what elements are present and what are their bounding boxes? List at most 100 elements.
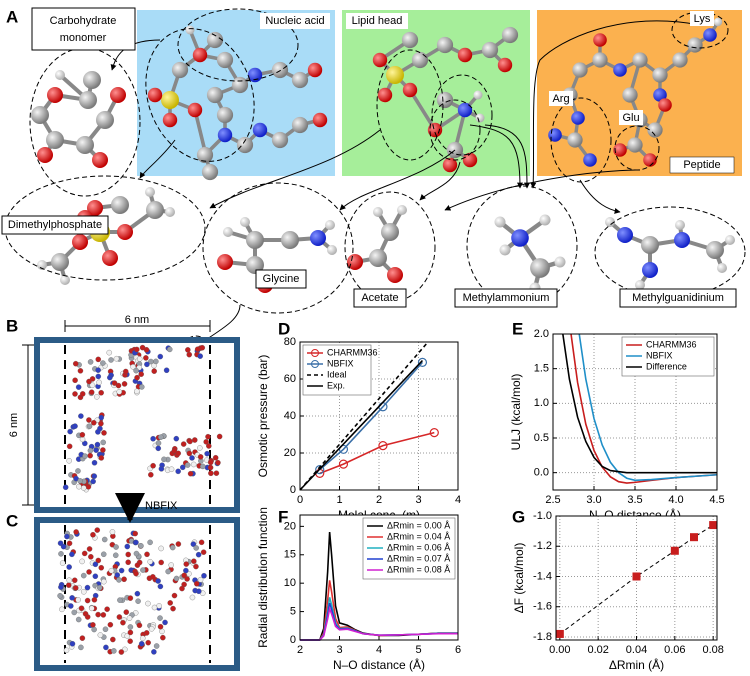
sim-atom <box>79 391 86 397</box>
legend-marker <box>311 349 319 357</box>
marker <box>429 428 439 438</box>
atom <box>55 70 65 80</box>
sim-atom <box>212 454 219 461</box>
y-tick-label: -1.4 <box>533 570 552 582</box>
marker <box>378 441 388 451</box>
atom <box>674 232 690 248</box>
sim-atom <box>95 373 102 380</box>
sim-atom <box>213 470 220 476</box>
dimension-label: 6 nm <box>125 314 149 326</box>
x-tick-label: 2 <box>297 644 303 656</box>
x-tick-label: 3 <box>415 494 421 506</box>
molecule-label: Methylguanidinium <box>632 292 724 304</box>
atom <box>647 122 663 138</box>
series-line <box>300 605 458 641</box>
sim-atom <box>140 635 146 641</box>
sim-atom <box>127 624 134 630</box>
sim-atom <box>136 356 143 362</box>
sim-atom <box>104 606 110 612</box>
sim-atom <box>91 460 98 466</box>
atom <box>372 52 388 68</box>
series-line <box>299 343 428 491</box>
sim-atom <box>86 417 92 423</box>
atom <box>641 236 659 254</box>
atom <box>652 67 668 83</box>
sim-atom <box>133 570 139 577</box>
x-tick-label: 3.0 <box>586 494 601 506</box>
atom <box>592 52 608 68</box>
sim-atom <box>73 529 79 535</box>
residue-label: Arg <box>552 93 569 105</box>
sim-atom <box>153 358 159 365</box>
atom <box>102 250 118 266</box>
atom <box>675 220 685 230</box>
label-box <box>1 215 109 235</box>
sim-atom <box>151 604 158 611</box>
sim-atom <box>197 576 204 583</box>
sim-atom <box>173 435 180 442</box>
sim-atom <box>94 527 101 533</box>
atom <box>386 66 404 84</box>
legend-label: CHARMM36 <box>646 339 697 349</box>
atom <box>247 67 263 83</box>
sim-atom <box>62 484 69 491</box>
sim-atom <box>190 541 197 547</box>
x-tick-label: 0.00 <box>549 644 570 656</box>
sim-atom <box>88 389 95 395</box>
sim-atom <box>69 595 75 601</box>
atom <box>442 157 458 173</box>
sim-atom <box>158 434 164 440</box>
legend-label: Difference <box>646 361 687 371</box>
sim-atom <box>92 561 99 568</box>
y-axis-label: Radial distribution function <box>256 507 270 648</box>
y-tick-label: -1.2 <box>533 540 552 552</box>
marker <box>670 546 679 555</box>
sim-atom <box>69 641 76 647</box>
sim-atom <box>58 551 64 557</box>
atom <box>217 127 233 143</box>
simulation-boxes <box>22 320 240 671</box>
sim-atom <box>155 445 162 452</box>
label-box <box>619 288 737 308</box>
atom <box>83 71 101 89</box>
sim-atom <box>143 347 150 353</box>
x-tick-label: 0.08 <box>702 644 723 656</box>
chart: 2.5 3.0 3.5 4.0 4.50.00.51.01.52.0N–O distan… <box>509 328 724 522</box>
sim-atom <box>78 644 84 651</box>
legend-label: Ideal <box>327 369 347 379</box>
atom <box>497 57 513 73</box>
sim-atom <box>207 464 214 471</box>
sim-atom <box>59 606 65 613</box>
atom <box>347 254 363 270</box>
atom <box>387 267 403 283</box>
axes-frame <box>299 514 459 641</box>
sim-atom <box>186 450 193 457</box>
atom <box>632 52 648 68</box>
legend-label: ΔRmin = 0.08 Å <box>387 564 450 574</box>
sim-atom <box>156 603 162 609</box>
sim-atom <box>148 626 155 632</box>
sim-atom <box>196 588 202 595</box>
sim-atom <box>88 554 94 560</box>
sim-atom <box>95 429 101 435</box>
charts: 01234020406080Molal conc. (m)Osmotic pre… <box>256 328 724 672</box>
sim-atom <box>170 605 176 612</box>
sim-atom <box>147 559 153 565</box>
x-axis-label: N–O distance (Å) <box>333 657 425 672</box>
sim-atom <box>66 540 73 547</box>
y-tick-label: 20 <box>284 520 296 532</box>
sim-atom <box>96 379 102 386</box>
sim-atom <box>72 377 78 384</box>
sim-atom <box>114 572 121 578</box>
atom <box>47 87 63 103</box>
sim-atom <box>95 356 102 363</box>
atom <box>436 91 454 109</box>
atom <box>672 52 688 68</box>
legend-label: ΔRmin = 0.04 Å <box>387 531 450 541</box>
x-tick-label: 0.04 <box>626 644 647 656</box>
sim-atom <box>139 384 145 390</box>
atom <box>192 47 208 63</box>
sim-atom <box>158 559 164 566</box>
sim-atom <box>86 423 93 429</box>
atom <box>530 258 550 278</box>
